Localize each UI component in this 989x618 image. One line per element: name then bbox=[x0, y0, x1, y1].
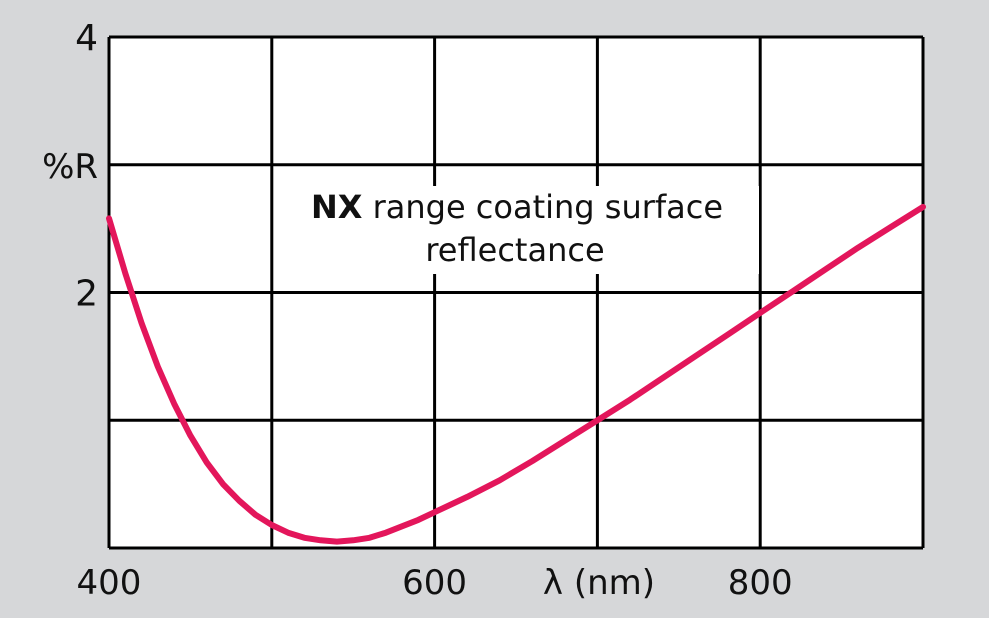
grid-lines bbox=[107, 35, 925, 550]
title-backdrop bbox=[275, 186, 759, 274]
x-axis-label: λ (nm) bbox=[543, 563, 655, 603]
x-tick-label-400: 400 bbox=[77, 563, 142, 603]
chart-title-line2: reflectance bbox=[425, 231, 604, 269]
chart-title-bold: NX bbox=[311, 188, 363, 226]
x-tick-label-600: 600 bbox=[402, 563, 467, 603]
chart-title: NX range coating surface bbox=[311, 188, 723, 226]
tick-labels: 400 600 800 4 2 bbox=[75, 18, 793, 603]
y-axis-label: %R bbox=[42, 147, 98, 187]
x-tick-label-800: 800 bbox=[728, 563, 793, 603]
reflectance-curve bbox=[106, 203, 926, 545]
chart-title-rest: range coating surface bbox=[362, 188, 723, 226]
y-tick-label-2: 2 bbox=[75, 274, 98, 315]
y-tick-label-4: 4 bbox=[75, 18, 98, 59]
